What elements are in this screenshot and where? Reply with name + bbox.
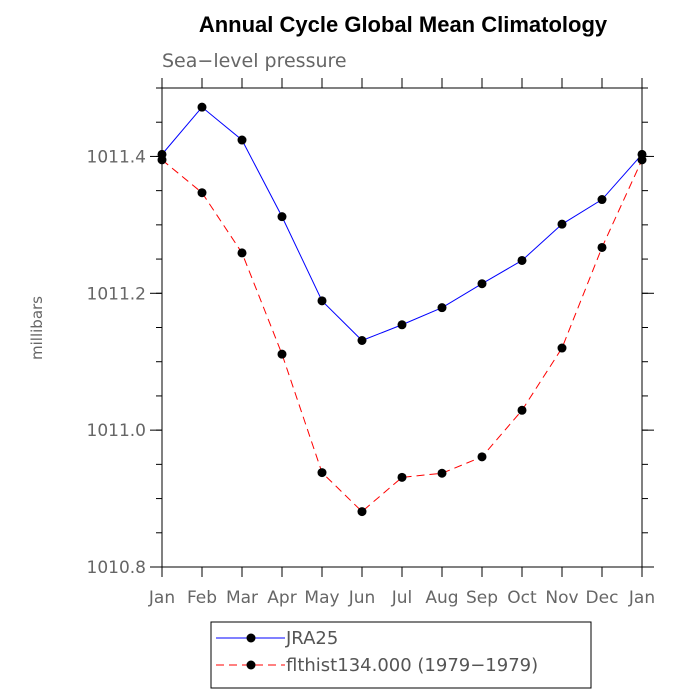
series-line [161, 159, 643, 513]
legend-marker-jra25 [246, 633, 256, 643]
y-tick-labels: 1010.8 1011.0 1011.2 1011.4 [87, 147, 146, 578]
series-point [197, 102, 207, 112]
legend-marker-flthist [246, 660, 256, 670]
series-point [237, 248, 247, 258]
x-tick-labels: Jan Feb Mar Apr May Jun Jul Aug Sep Oct Nov Dec Jan [148, 588, 655, 608]
x-tick-label: Apr [267, 588, 296, 608]
y-axis-label: millibars [28, 296, 46, 360]
series-point [197, 188, 207, 198]
legend-label-jra25: JRA25 [285, 628, 338, 649]
series-point [397, 472, 407, 482]
x-tick-label: Mar [226, 588, 258, 608]
series-point [557, 343, 567, 353]
series-point [597, 195, 607, 205]
series-point [157, 155, 167, 165]
series-point [317, 296, 327, 306]
series-point [277, 349, 287, 359]
series-point [397, 320, 407, 330]
x-tick-label: Jul [391, 588, 413, 608]
legend: JRA25 flthist134.000 (1979−1979) [210, 621, 592, 689]
series-layer [157, 102, 647, 517]
series-point [357, 507, 367, 517]
series-point [237, 135, 247, 145]
y-tick-label: 1011.0 [87, 421, 146, 441]
series-point [477, 279, 487, 289]
chart-subtitle: Sea−level pressure [162, 50, 347, 72]
x-tick-label: Feb [187, 588, 217, 608]
x-tick-label: Oct [507, 588, 537, 608]
x-tick-label: Nov [545, 588, 578, 608]
x-tick-label: Aug [425, 588, 458, 608]
series-point [277, 212, 287, 222]
series-point [317, 468, 327, 478]
series-point [517, 405, 527, 415]
series-point [437, 303, 447, 313]
legend-box [210, 621, 592, 689]
x-tick-label: May [304, 588, 339, 608]
series-point [477, 452, 487, 462]
x-tick-label: Jan [628, 588, 655, 608]
legend-label-flthist: flthist134.000 (1979−1979) [286, 655, 538, 676]
chart-title: Annual Cycle Global Mean Climatology [199, 12, 608, 37]
axis-ticks [150, 78, 654, 577]
series-point [517, 255, 527, 265]
y-tick-label: 1010.8 [87, 558, 146, 578]
x-tick-label: Jan [148, 588, 175, 608]
series-point [557, 219, 567, 229]
series-point [357, 336, 367, 346]
y-tick-label: 1011.4 [87, 147, 146, 167]
series-line [161, 106, 643, 342]
series-point [597, 242, 607, 252]
x-tick-label: Jun [348, 588, 376, 608]
y-tick-label: 1011.2 [87, 284, 146, 304]
series-point [437, 468, 447, 478]
series-point [637, 155, 647, 165]
x-tick-label: Dec [586, 588, 619, 608]
x-tick-label: Sep [466, 588, 498, 608]
